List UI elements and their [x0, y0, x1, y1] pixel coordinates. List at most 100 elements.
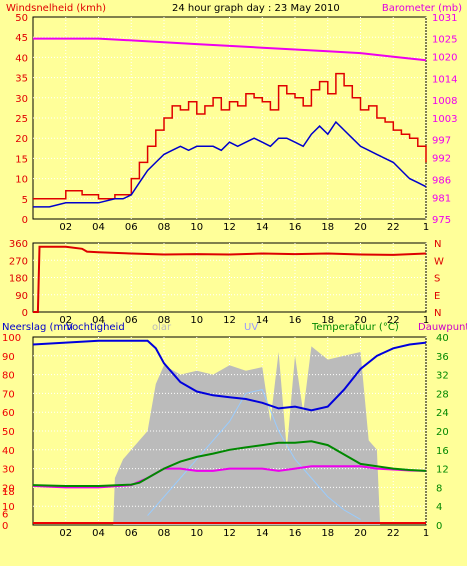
climate-x-tick-label: 10 — [190, 528, 203, 539]
wind-y-tick-label: 35 — [15, 74, 28, 85]
climate-x-tick-label: 22 — [387, 528, 400, 539]
direction-x-tick-label: 20 — [354, 315, 367, 326]
climate-x-tick-label: 06 — [125, 528, 138, 539]
temperature-y-tick-label: 28 — [436, 389, 449, 400]
wind-y-tick-label: 25 — [15, 114, 28, 125]
barometer-axis-label: Barometer (mb) — [382, 3, 462, 14]
wind-y-tick-label: 45 — [15, 33, 28, 44]
direction-x-tick-label: 22 — [387, 315, 400, 326]
climate-x-tick-label: 08 — [158, 528, 171, 539]
wind-x-tick-label: 20 — [354, 222, 367, 233]
direction-x-tick-label: 1 — [423, 315, 429, 326]
temperature-y-tick-label: 32 — [436, 371, 449, 382]
wind-y-tick-label: 15 — [15, 154, 28, 165]
temperature-axis-label: Temperatuur (°C) — [311, 322, 399, 333]
wind-x-tick-label: 06 — [125, 222, 138, 233]
direction-plot-area — [32, 242, 427, 313]
temperature-y-tick-label: 16 — [436, 446, 449, 457]
compass-tick-label: S — [434, 274, 440, 285]
wind-x-tick-label: 04 — [92, 222, 105, 233]
wind-x-tick-label: 12 — [223, 222, 236, 233]
direction-x-tick-label: 12 — [223, 315, 236, 326]
direction-y-tick-label: 180 — [9, 274, 28, 285]
humidity-y-tick-label: 70 — [2, 389, 15, 400]
wind-y-tick-label: 40 — [15, 53, 28, 64]
wind-y-tick-label: 50 — [15, 13, 28, 24]
temperature-y-tick-label: 12 — [436, 465, 449, 476]
climate-x-tick-label: 16 — [289, 528, 302, 539]
wind-x-tick-label: 16 — [289, 222, 302, 233]
temperature-line — [32, 440, 427, 487]
climate-x-tick-label: 1 — [423, 528, 429, 539]
temperature-y-tick-label: 20 — [436, 427, 449, 438]
humidity-y-tick-label: 80 — [2, 371, 15, 382]
direction-y-tick-label: 270 — [9, 256, 28, 267]
graph-title: 24 hour graph day : 23 May 2010 — [172, 3, 340, 14]
barometer-y-tick-label: 1008 — [432, 96, 457, 107]
humidity-y-tick-label: 40 — [2, 446, 15, 457]
temperature-y-tick-label: 36 — [436, 352, 449, 363]
wind-speed-axis-label: Windsnelheid (kmh) — [6, 3, 106, 14]
wind-y-tick-label: 10 — [15, 175, 28, 186]
climate-x-tick-label: 12 — [223, 528, 236, 539]
barometer-y-tick-label: 975 — [432, 215, 451, 226]
humidity-y-tick-label: 100 — [2, 333, 21, 344]
climate-x-tick-label: 18 — [321, 528, 334, 539]
solar-area — [33, 346, 426, 525]
climate-x-tick-label: 14 — [256, 528, 269, 539]
wind-direction-line — [33, 245, 427, 313]
wind-x-tick-label: 18 — [321, 222, 334, 233]
uv-axis-label: UV — [244, 322, 258, 333]
wind-x-tick-label: 1 — [423, 222, 429, 233]
climate-x-tick-label: 20 — [354, 528, 367, 539]
humidity-y-tick-label: 18 — [2, 487, 15, 498]
barometer-y-tick-label: 986 — [432, 175, 451, 186]
climate-x-tick-label: 04 — [92, 528, 105, 539]
direction-x-tick-label: 14 — [256, 315, 269, 326]
barometer-y-tick-label: 981 — [432, 193, 451, 204]
humidity-y-tick-label: 20 — [2, 483, 15, 494]
direction-y-tick-label: 360 — [9, 239, 28, 250]
humidity-y-tick-label: 30 — [2, 465, 15, 476]
temperature-y-tick-label: 4 — [436, 502, 442, 513]
barometer-y-tick-label: 1014 — [432, 74, 457, 85]
humidity-y-tick-label: 6 — [2, 510, 8, 521]
direction-y-tick-label: 90 — [15, 291, 28, 302]
humidity-y-tick-label: 60 — [2, 408, 15, 419]
barometer-y-tick-label: 1003 — [432, 114, 457, 125]
humidity-y-tick-label: 0 — [2, 521, 8, 532]
direction-x-tick-label: 08 — [158, 315, 171, 326]
wind-x-tick-label: 14 — [256, 222, 269, 233]
rain-axis-label: Neerslag (mm — [2, 322, 73, 333]
barometer-y-tick-label: 1020 — [432, 53, 457, 64]
humidity-y-tick-label: 50 — [2, 427, 15, 438]
barometer-y-tick-label: 997 — [432, 136, 451, 147]
climate-x-tick-label: 02 — [59, 528, 72, 539]
wind-average-line — [33, 120, 427, 208]
wind-y-tick-label: 5 — [22, 195, 28, 206]
compass-tick-label: E — [434, 291, 440, 302]
compass-tick-label: W — [434, 256, 444, 267]
direction-x-tick-label: 10 — [190, 315, 203, 326]
direction-x-tick-label: 06 — [125, 315, 138, 326]
wind-x-tick-label: 08 — [158, 222, 171, 233]
wind-y-tick-label: 20 — [15, 134, 28, 145]
dewpoint-axis-label: Dauwpunt — [418, 322, 467, 333]
barometer-y-tick-label: 1025 — [432, 35, 457, 46]
wind-y-tick-label: 0 — [22, 215, 28, 226]
direction-y-tick-label: 0 — [22, 308, 28, 319]
temperature-y-tick-label: 8 — [436, 483, 442, 494]
humidity-axis-label: Vochtigheid — [66, 322, 125, 333]
wind-y-tick-label: 30 — [15, 94, 28, 105]
solar-axis-label: olar — [152, 322, 172, 333]
barometer-y-tick-label: 992 — [432, 154, 451, 165]
wind-x-tick-label: 10 — [190, 222, 203, 233]
barometer-line — [33, 37, 427, 62]
humidity-line — [32, 339, 427, 412]
barometer-y-tick-label: 1031 — [432, 13, 457, 24]
compass-tick-label: N — [434, 239, 441, 250]
wind-x-tick-label: 22 — [387, 222, 400, 233]
direction-x-tick-label: 18 — [321, 315, 334, 326]
temperature-y-tick-label: 40 — [436, 333, 449, 344]
